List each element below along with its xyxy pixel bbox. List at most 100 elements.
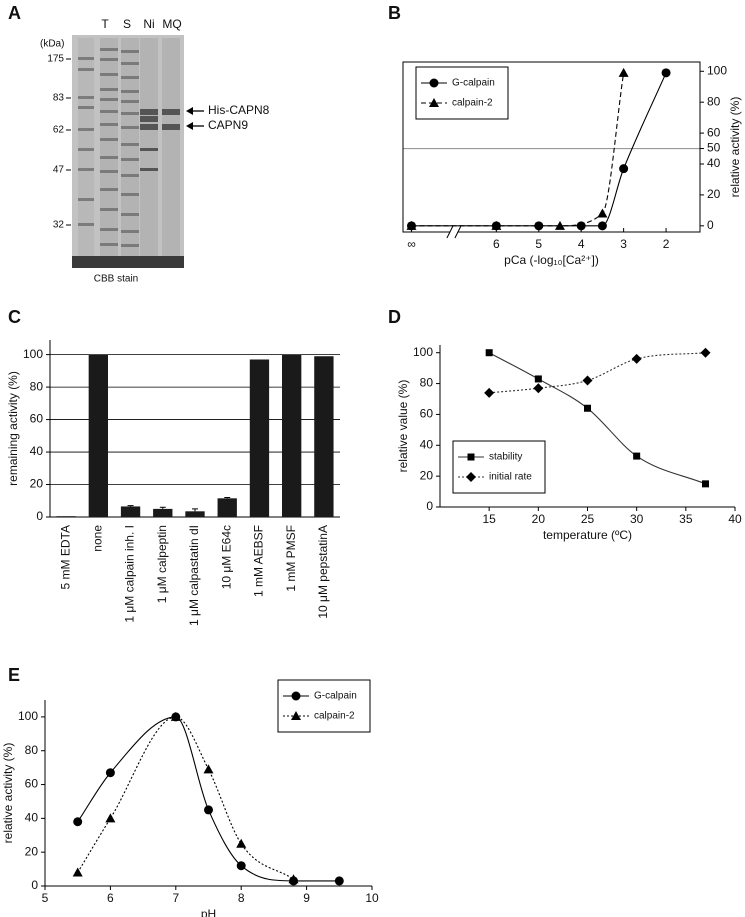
y-tick-label: 80 [30,379,44,393]
marker [467,453,475,461]
x-tick-label: 1 μM calpastatin dI [187,525,201,626]
gel-band [78,168,94,171]
marker [291,711,301,720]
y-tick-label: 100 [413,345,433,359]
x-tick-label: 9 [303,891,310,905]
x-tick-label: 1 μM calpeptin [155,525,169,603]
x-axis-title: pH [201,907,216,917]
gel-band [100,208,118,211]
y-axis-title: relative activity (%) [1,743,15,844]
marker [534,221,544,231]
legend-label: calpain-2 [452,98,493,109]
marker [702,480,709,488]
marker [429,98,439,107]
panel-label: C [8,307,21,327]
marker [288,874,299,884]
axis-break [454,225,462,239]
gel-band [121,213,139,216]
marker [576,221,586,231]
gel-band [140,124,158,130]
gel-band [100,228,118,231]
y-tick-label: 0 [707,218,714,232]
plot-frame [402,61,701,233]
marker [406,220,417,230]
bar [314,356,334,517]
gel-band [100,123,118,126]
panel-label: B [388,3,401,23]
series-line [411,72,625,227]
marker-label: 47 [53,165,65,176]
legend-label: calpain-2 [314,711,355,722]
y-tick-label: 50 [707,141,721,155]
x-tick-label: 1 mM AEBSF [252,525,266,597]
gel-band [100,48,118,51]
x-axis-title: pCa (-log₁₀[Ca²⁺]) [504,253,599,267]
gel-band [121,112,139,115]
bar [153,508,173,517]
legend-label: G-calpain [314,691,357,702]
panel-label: E [8,665,20,685]
x-tick-label: 10 μM pepstatinA [316,525,330,619]
gel-band [100,110,118,113]
y-tick-label: 0 [31,878,38,892]
y-tick-label: 100 [18,709,38,723]
panel-label: D [388,307,401,327]
gel-dye-front [72,256,184,268]
marker [334,876,344,886]
y-tick-label: 60 [707,125,721,139]
marker-label: 175 [47,54,64,65]
marker [236,838,247,848]
x-tick-label: 1 mM PMSF [284,525,298,592]
gel-band [100,188,118,191]
gel-band [100,88,118,91]
y-tick-label: 0 [36,509,43,523]
x-tick-label: 5 [42,891,49,905]
gel-band [121,90,139,93]
marker [236,861,246,871]
gel-band [78,106,94,109]
gel-band [78,198,94,201]
marker [203,764,214,774]
marker [466,472,476,482]
marker-label: 83 [53,93,65,104]
series-line [77,716,294,880]
x-tick-label: 4 [578,237,585,251]
marker [105,813,116,823]
x-tick-label: 35 [679,512,693,526]
legend-box [452,440,546,494]
gel-band [100,98,118,101]
marker [485,349,493,357]
marker [584,404,591,412]
x-tick-label: 20 [532,512,546,526]
gel-band [162,109,180,115]
y-tick-label: 20 [25,844,39,858]
gel-band [78,223,94,226]
gel-band [121,62,139,65]
y-tick-label: 60 [420,407,434,421]
y-tick-label: 40 [30,444,44,458]
bar [56,516,76,517]
x-tick-label: 25 [581,512,595,526]
gel-lane [162,38,180,256]
series-line [489,352,706,394]
marker [533,383,544,394]
x-tick-label: 2 [663,237,670,251]
band-arrow-head [186,122,193,130]
gel-band [121,143,139,146]
gel-band [78,148,94,151]
marker [105,768,115,778]
marker [633,452,641,460]
gel-band [121,174,139,177]
marker [631,353,642,364]
gel-lane [78,38,94,256]
marker [554,220,565,230]
marker [618,67,629,77]
gel-band [100,243,118,246]
lane-label: S [123,17,131,31]
y-tick-label: 100 [23,347,43,361]
y-tick-label: 100 [707,63,727,77]
marker-unit: (kDa) [40,39,64,50]
gel-band [100,73,118,76]
x-tick-label: ∞ [407,237,416,251]
gel-band [100,138,118,141]
